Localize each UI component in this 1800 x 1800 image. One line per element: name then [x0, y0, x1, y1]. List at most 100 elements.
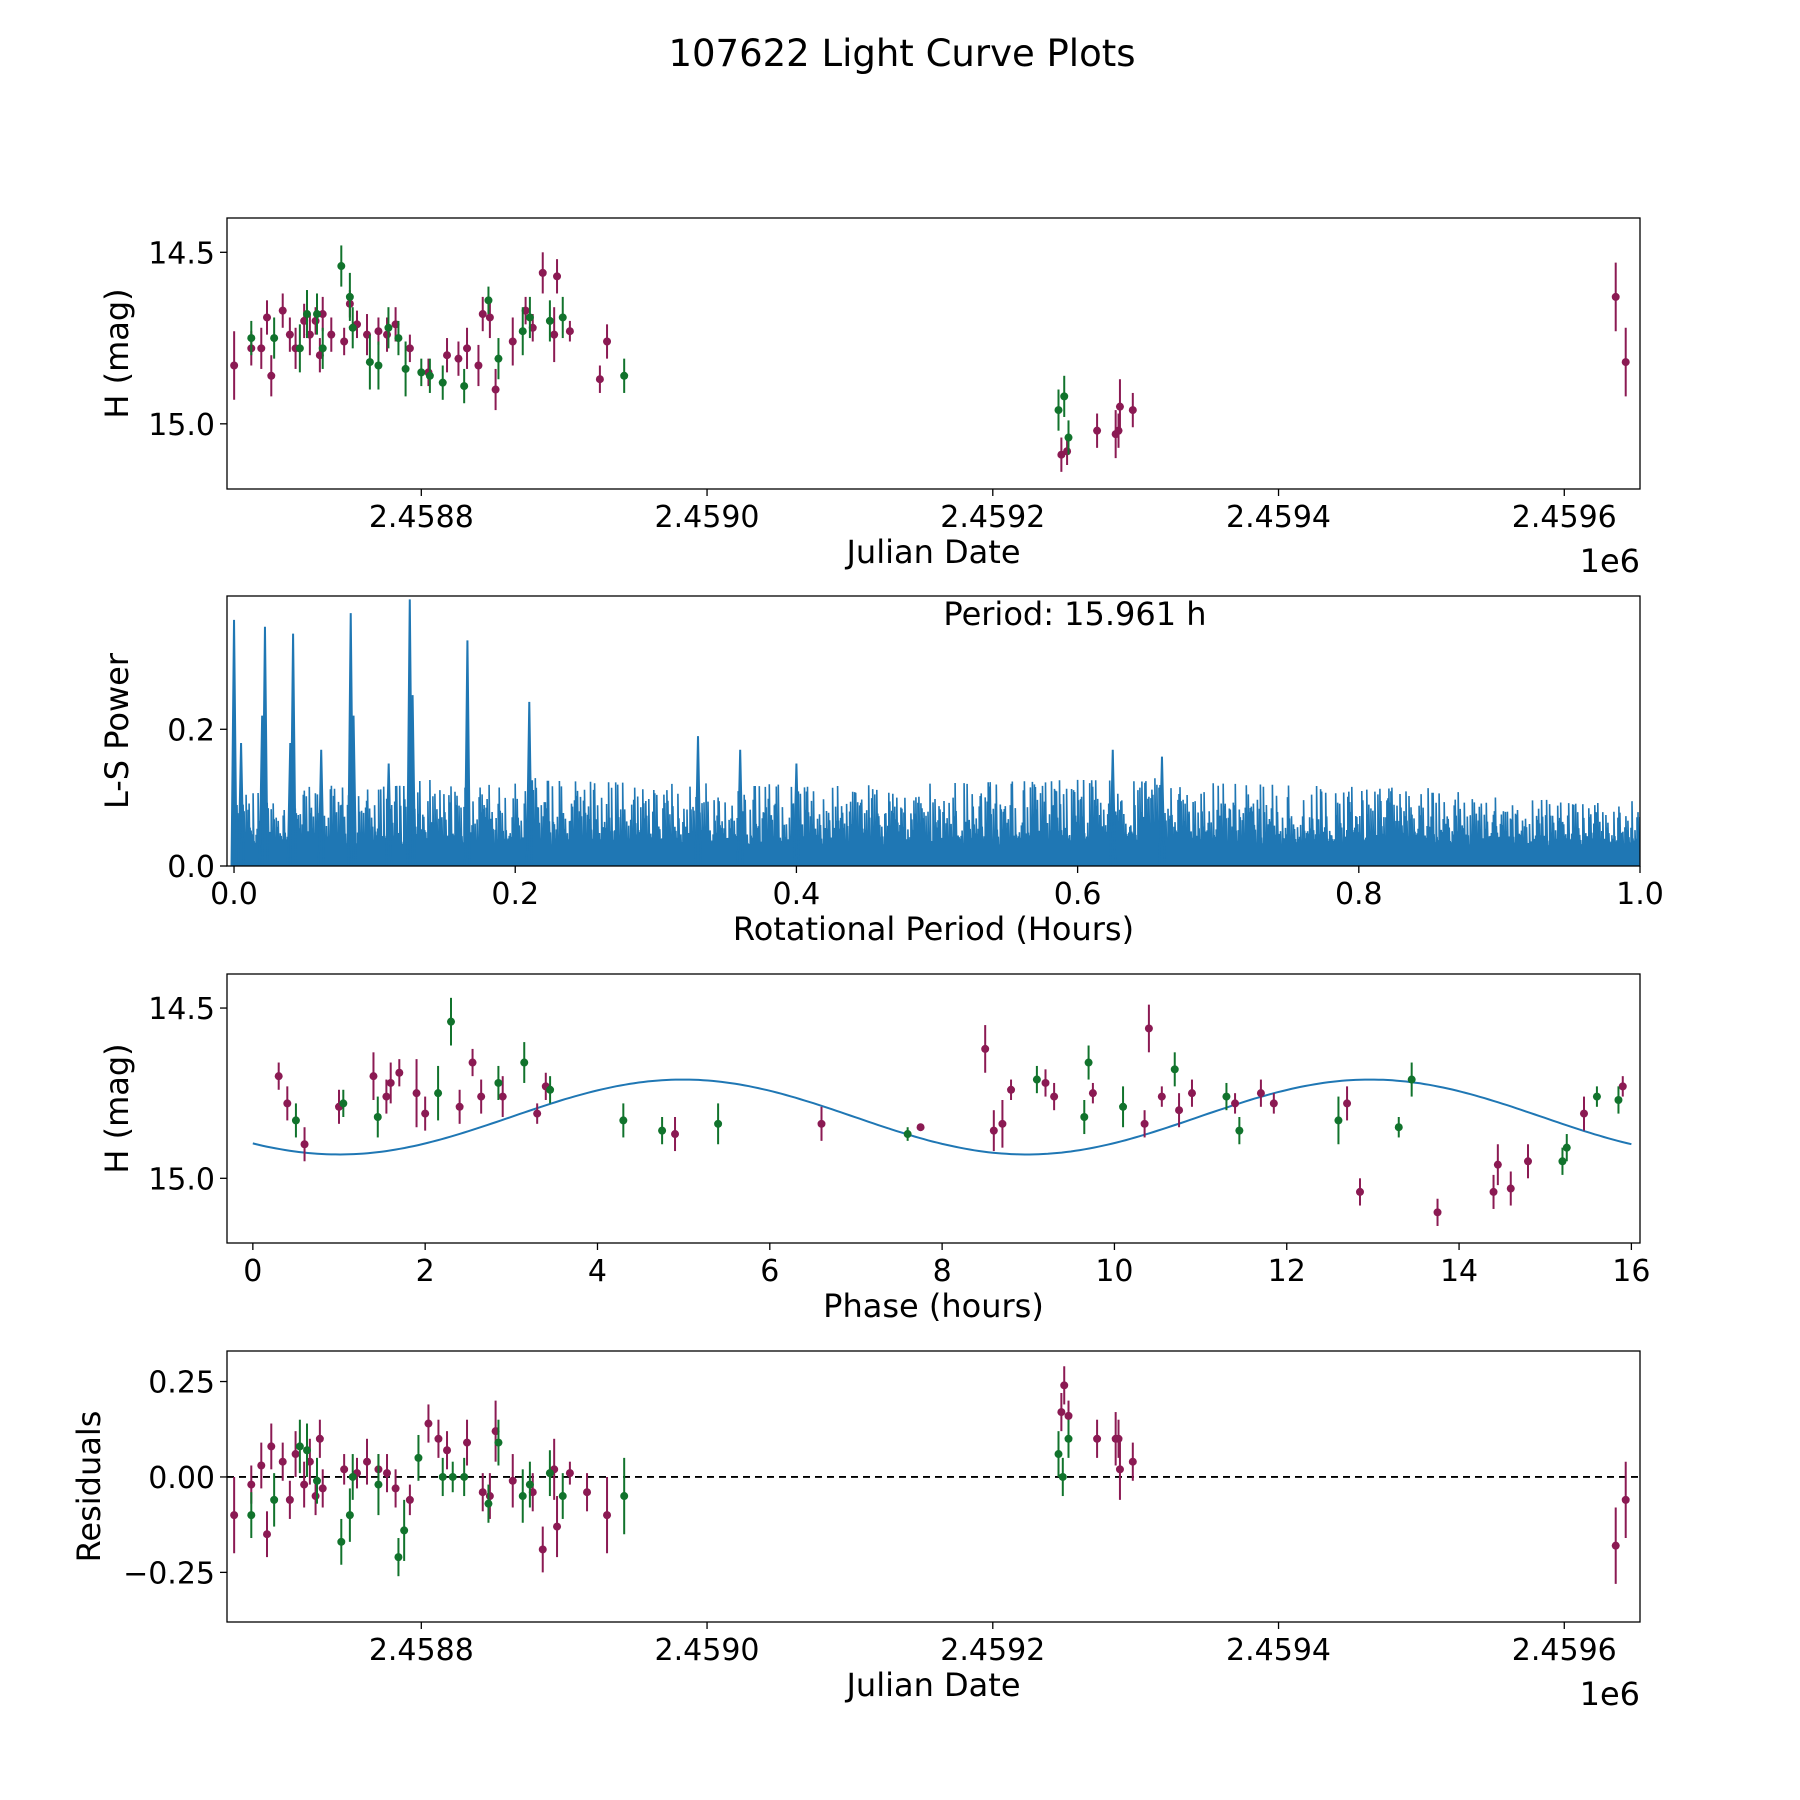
- data-point-series_a: [508, 1476, 517, 1485]
- data-point-series_a: [508, 337, 517, 346]
- x-offset-label: 1e6: [1580, 542, 1640, 580]
- data-point-series_a: [1523, 1157, 1532, 1166]
- data-point-series_a: [1489, 1187, 1498, 1196]
- periodogram-peak-3: [261, 626, 269, 866]
- data-point-series_b: [339, 1099, 348, 1108]
- x-tick-label: 2.4590: [655, 1633, 760, 1668]
- data-point-series_b: [1054, 1450, 1063, 1459]
- plot-area-residuals: [227, 1366, 1640, 1584]
- data-point-series_b: [348, 1472, 357, 1481]
- data-point-series_a: [278, 1457, 287, 1466]
- x-tick-label: 2.4592: [940, 500, 1045, 535]
- data-point-series_a: [565, 327, 574, 336]
- x-axis-label: Julian Date: [844, 533, 1020, 571]
- data-point-series_a: [454, 354, 463, 363]
- periodogram-peak-14: [694, 736, 702, 866]
- data-point-series_a: [553, 272, 562, 281]
- x-tick-label: 2.4592: [940, 1633, 1045, 1668]
- data-point-series_a: [485, 313, 494, 322]
- plot-area-lightcurve: [230, 245, 1630, 472]
- periodogram-peak-15: [736, 749, 744, 866]
- data-point-series_a: [817, 1119, 826, 1128]
- data-point-series_a: [1128, 406, 1137, 415]
- x-tick-label: 2.4588: [369, 500, 474, 535]
- data-point-series_a: [1506, 1184, 1515, 1193]
- data-point-series_a: [405, 344, 414, 353]
- y-tick-label: 0.2: [167, 713, 215, 748]
- data-point-series_b: [270, 1495, 279, 1504]
- data-point-series_b: [394, 1553, 403, 1562]
- data-point-series_a: [1140, 1119, 1149, 1128]
- data-point-series_a: [395, 1068, 404, 1077]
- data-point-series_a: [1187, 1089, 1196, 1098]
- data-point-series_a: [671, 1130, 680, 1139]
- periodogram-peak-11: [409, 695, 417, 866]
- period-annotation: Period: 15.961 h: [943, 595, 1206, 633]
- data-point-series_b: [270, 334, 279, 343]
- data-point-series_a: [463, 1438, 472, 1447]
- data-point-series_a: [247, 1480, 256, 1489]
- x-tick-label: 1.0: [1616, 877, 1664, 912]
- periodogram-peak-12: [463, 640, 471, 866]
- x-tick-label: 0.0: [210, 877, 258, 912]
- data-point-series_a: [285, 1495, 294, 1504]
- data-point-series_a: [311, 1492, 320, 1501]
- data-point-series_a: [291, 1450, 300, 1459]
- data-point-series_a: [318, 310, 327, 319]
- data-point-series_b: [658, 1126, 667, 1135]
- data-point-series_b: [374, 1480, 383, 1489]
- data-point-series_b: [303, 310, 312, 319]
- data-point-series_b: [1084, 1058, 1093, 1067]
- x-tick-label: 14: [1440, 1254, 1478, 1289]
- data-point-series_a: [300, 1140, 309, 1149]
- x-tick-label: 0.4: [773, 877, 821, 912]
- data-point-series_b: [247, 334, 256, 343]
- y-tick-label: 15.0: [148, 408, 215, 443]
- data-point-series_b: [374, 361, 383, 370]
- data-point-series_a: [1063, 447, 1072, 456]
- y-tick-label: 0.00: [148, 1461, 215, 1496]
- data-point-series_b: [1119, 1102, 1128, 1111]
- data-point-series_b: [448, 1472, 457, 1481]
- data-point-series_a: [595, 375, 604, 384]
- plot-area-phased: [252, 997, 1632, 1226]
- data-point-series_a: [386, 1078, 395, 1087]
- data-point-series_b: [1235, 1126, 1244, 1135]
- data-point-series_b: [365, 358, 374, 367]
- data-point-series_a: [474, 361, 483, 370]
- data-point-series_a: [369, 1072, 378, 1081]
- data-point-series_a: [230, 1511, 239, 1520]
- data-point-series_a: [434, 1434, 443, 1443]
- data-point-series_a: [1231, 1099, 1240, 1108]
- x-tick-label: 2: [416, 1254, 435, 1289]
- data-point-series_b: [1060, 392, 1069, 401]
- data-point-series_a: [383, 1469, 392, 1478]
- data-point-series_a: [311, 316, 320, 325]
- data-point-series_b: [545, 316, 554, 325]
- x-tick-label: 2.4588: [369, 1633, 474, 1668]
- data-point-series_b: [313, 1476, 322, 1485]
- data-point-series_b: [414, 1453, 423, 1462]
- data-point-series_b: [494, 1078, 503, 1087]
- data-point-series_a: [443, 1446, 452, 1455]
- periodogram-peak-18: [1158, 756, 1166, 866]
- data-point-series_a: [327, 330, 336, 339]
- data-point-series_a: [916, 1123, 925, 1132]
- data-point-series_b: [518, 1492, 527, 1501]
- data-point-series_b: [337, 262, 346, 271]
- data-point-series_a: [998, 1119, 1007, 1128]
- data-point-series_a: [412, 1089, 421, 1098]
- panel-lightcurve: 2.4588 2.4590 2.4592 2.4594 2.4596 15.0 14.5 Ju…: [98, 217, 1641, 580]
- data-point-series_b: [400, 1526, 409, 1535]
- x-tick-label: 4: [588, 1254, 607, 1289]
- data-point-series_b: [494, 354, 503, 363]
- data-point-series_a: [1621, 358, 1630, 367]
- x-tick-label: 2.4596: [1512, 500, 1617, 535]
- y-axis-label: H (mag): [98, 288, 136, 418]
- data-point-series_b: [525, 1480, 534, 1489]
- axes-frame: [226, 595, 1641, 867]
- data-point-series_a: [230, 361, 239, 370]
- data-point-series_a: [1093, 426, 1102, 435]
- panel-phased: 0 2 4 6 8 10 12 14 16 15.0 14.5 Phase (hours) H (mag…: [98, 973, 1650, 1325]
- y-tick-label: 0.25: [148, 1366, 215, 1401]
